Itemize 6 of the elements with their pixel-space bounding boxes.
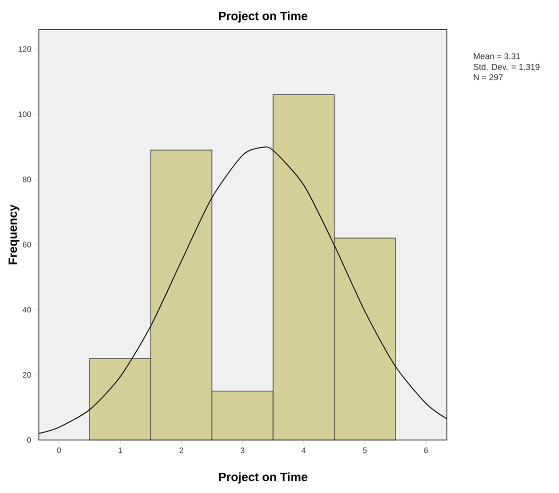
y-axis-title: Frequency: [8, 204, 20, 264]
text: N = 297: [474, 74, 503, 80]
text: Mean = 3.31: [474, 53, 520, 60]
chart-title: Project on Time: [219, 11, 308, 23]
x-axis-title: Project on Time: [219, 472, 308, 484]
text: Std. Dev. = 1.319: [474, 64, 540, 70]
